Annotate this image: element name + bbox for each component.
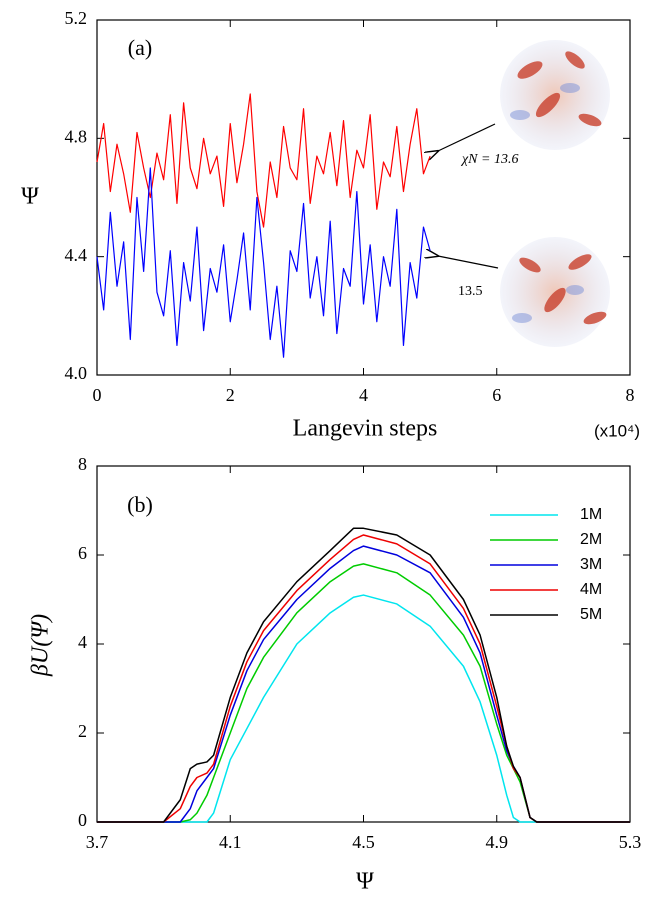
- data-line: [96, 167, 431, 358]
- x-tick-label: 8: [626, 385, 635, 405]
- legend-label: 4M: [580, 581, 602, 598]
- x-tick-label: 4: [359, 385, 368, 405]
- y-tick-label: 6: [78, 543, 87, 563]
- inset-image-top: [500, 40, 610, 150]
- y-tick-label: 4.8: [65, 126, 88, 146]
- inset-image-bottom: [500, 237, 610, 347]
- data-line: [97, 545, 630, 823]
- x-axis-label: Langevin steps: [293, 416, 438, 442]
- series-annotation: χN = 13.6: [460, 152, 518, 167]
- x-tick-label: 4.9: [486, 832, 509, 852]
- y-tick-label: 0: [78, 810, 87, 830]
- arrow: [438, 123, 496, 151]
- x-axis-label: Ψ: [356, 869, 374, 895]
- panel-label: (b): [127, 492, 153, 517]
- panel-label: (a): [128, 35, 152, 60]
- x-tick-label: 6: [492, 385, 501, 405]
- y-tick-label: 4.4: [65, 245, 88, 265]
- legend-label: 1M: [580, 506, 602, 523]
- x-tick-label: 0: [93, 385, 102, 405]
- x-tick-label: 4.5: [352, 832, 375, 852]
- data-line: [96, 93, 431, 228]
- legend-label: 3M: [580, 556, 602, 573]
- legend-label: 2M: [580, 531, 602, 548]
- data-line: [97, 527, 630, 823]
- x-tick-label: 3.7: [86, 832, 109, 852]
- data-line: [97, 594, 630, 823]
- series-annotation: 13.5: [458, 284, 483, 299]
- x-tick-label: 2: [226, 385, 235, 405]
- y-tick-label: 4.0: [65, 363, 88, 383]
- plot-frame: [96, 465, 631, 823]
- x-multiplier: (x10⁴): [594, 421, 640, 440]
- y-tick-label: 8: [78, 454, 87, 474]
- data-line: [97, 563, 630, 823]
- x-tick-label: 4.1: [219, 832, 242, 852]
- x-tick-label: 5.3: [619, 832, 642, 852]
- data-line: [97, 534, 630, 823]
- legend-label: 5M: [580, 606, 602, 623]
- y-axis-label: βU(Ψ): [28, 614, 54, 677]
- y-tick-label: 4: [78, 632, 87, 652]
- y-tick-label: 2: [78, 721, 87, 741]
- arrow: [438, 256, 499, 269]
- y-axis-label: Ψ: [21, 184, 39, 210]
- y-tick-label: 5.2: [65, 8, 88, 28]
